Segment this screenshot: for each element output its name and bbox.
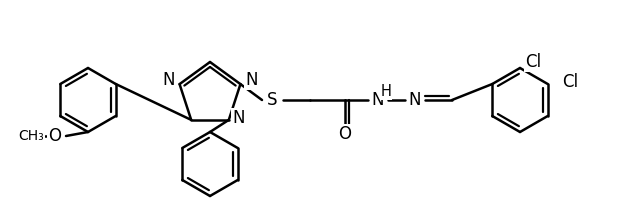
Text: H: H	[381, 84, 392, 99]
Text: N: N	[232, 109, 245, 127]
Text: O: O	[49, 127, 61, 145]
Text: N: N	[163, 71, 175, 89]
Text: Cl: Cl	[562, 73, 578, 91]
Text: N: N	[245, 71, 258, 89]
Text: N: N	[409, 91, 421, 109]
Text: O: O	[339, 125, 351, 143]
Text: Cl: Cl	[525, 53, 541, 71]
Text: N: N	[372, 91, 384, 109]
Text: CH₃: CH₃	[18, 129, 44, 143]
Text: S: S	[267, 91, 277, 109]
